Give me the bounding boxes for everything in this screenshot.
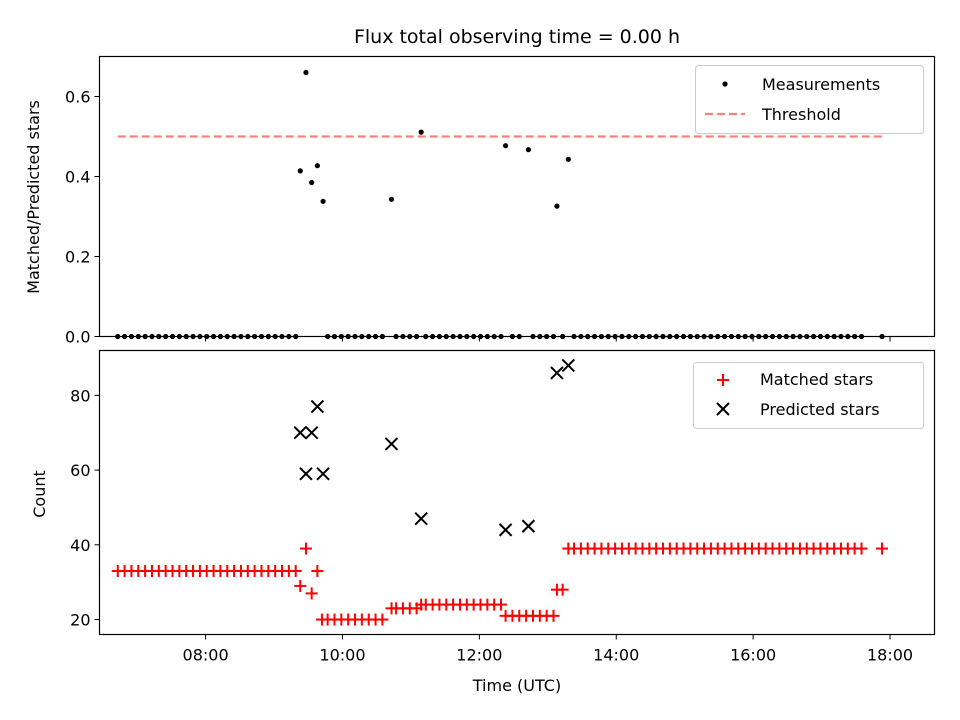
y-tick-label: 60	[70, 461, 90, 480]
top-y-axis-label: Matched/Predicted stars	[24, 100, 43, 294]
measurement-point	[297, 168, 303, 174]
predicted-stars-point	[293, 426, 307, 440]
measurement-point	[388, 196, 395, 202]
top-panel: 0.0 0.2 0.4 0.6 Matched/Predicted stars Mea…	[24, 55, 936, 347]
bottom-axes-frame	[98, 349, 936, 636]
predicted-stars-point	[414, 511, 428, 526]
predicted-stars-point	[299, 467, 313, 481]
predicted-stars-point	[550, 366, 564, 380]
measurement-point	[502, 143, 509, 149]
x-tick-label: 18:00	[867, 646, 913, 665]
measurement-point	[303, 69, 309, 76]
legend-predicted-label: Predicted stars	[760, 400, 880, 419]
measurement-point	[309, 179, 315, 186]
bottom-y-axis: 20 40 60 80	[70, 386, 100, 630]
predicted-stars-point	[521, 519, 536, 533]
x-tick-label: 12:00	[456, 646, 502, 665]
bottom-y-axis-label: Count	[30, 470, 49, 518]
predicted-stars-point	[561, 358, 576, 373]
matched-stars-point	[299, 542, 312, 555]
matched-stars-point	[376, 613, 389, 626]
matched-stars-point	[289, 564, 302, 577]
legend-threshold-label: Threshold	[761, 105, 841, 124]
y-tick-label: 0.6	[65, 88, 90, 107]
top-y-axis: 0.0 0.2 0.4 0.6	[65, 88, 100, 347]
y-tick-label: 0.2	[65, 248, 90, 267]
predicted-stars-point	[498, 523, 513, 537]
matched-stars-point	[311, 564, 324, 577]
bottom-plot-area	[111, 358, 889, 626]
bottom-legend: Matched stars Predicted stars	[693, 362, 924, 429]
chart-title: Flux total observing time = 0.00 h	[354, 26, 680, 48]
bottom-legend-box	[693, 362, 924, 429]
measurement-point	[418, 129, 424, 135]
measurement-point	[320, 198, 326, 204]
matched-stars-point	[495, 598, 508, 611]
x-tick-label: 08:00	[183, 646, 229, 665]
y-tick-label: 0.0	[65, 328, 90, 347]
legend-predicted-marker	[716, 402, 730, 416]
predicted-stars-point	[384, 437, 399, 451]
x-tick-label: 16:00	[730, 646, 776, 665]
y-tick-label: 0.4	[65, 168, 90, 187]
matched-stars-point	[876, 542, 889, 555]
legend-matched-label: Matched stars	[760, 370, 873, 389]
x-tick-label: 14:00	[593, 646, 639, 665]
matched-stars-point	[547, 609, 560, 622]
bottom-x-axis: 08:00 10:00 12:00 14:00 16:00 18:00	[183, 634, 913, 665]
y-tick-label: 40	[70, 536, 90, 555]
measurement-point	[525, 147, 532, 153]
matched-stars-point	[855, 542, 868, 555]
measurement-point	[554, 203, 560, 209]
top-axes-frame	[98, 55, 936, 338]
top-legend-box	[695, 65, 924, 134]
matched-stars-point	[294, 579, 307, 592]
y-tick-label: 20	[70, 611, 90, 630]
x-tick-label: 10:00	[319, 646, 365, 665]
x-axis-label: Time (UTC)	[472, 676, 561, 695]
measurement-point	[565, 156, 571, 162]
predicted-stars-point	[304, 426, 319, 440]
predicted-stars-point	[316, 467, 330, 481]
matched-stars-point	[556, 583, 569, 596]
matched-stars-point	[305, 587, 318, 600]
y-tick-label: 80	[70, 386, 90, 405]
top-legend: Measurements Threshold	[695, 65, 924, 134]
top-x-ticks	[205, 336, 891, 342]
legend-measurements-label: Measurements	[762, 75, 880, 94]
measurement-point	[314, 163, 320, 169]
legend-matched-marker	[717, 374, 729, 386]
predicted-stars-point	[310, 399, 325, 414]
legend-measurements-marker	[722, 81, 728, 87]
